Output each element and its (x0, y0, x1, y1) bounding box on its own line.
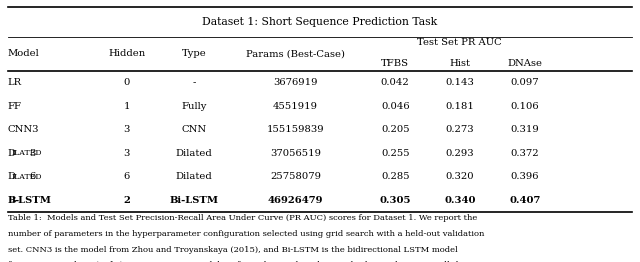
Text: -: - (192, 78, 196, 87)
Text: D: D (8, 172, 15, 181)
Text: 0.320: 0.320 (446, 172, 474, 181)
Text: DNAse: DNAse (508, 59, 542, 68)
Text: ILATED: ILATED (12, 149, 42, 157)
Text: Bi-LSTM: Bi-LSTM (170, 196, 218, 205)
Text: 0.143: 0.143 (445, 78, 475, 87)
Text: number of parameters in the hyperparameter configuration selected using grid sea: number of parameters in the hyperparamet… (8, 230, 484, 238)
Text: 6: 6 (124, 172, 130, 181)
Text: 2: 2 (124, 196, 130, 205)
Text: Dataset 1: Short Sequence Prediction Task: Dataset 1: Short Sequence Prediction Tas… (202, 17, 438, 27)
Text: 0.097: 0.097 (511, 78, 539, 87)
Text: 0.319: 0.319 (511, 125, 539, 134)
Text: 0.285: 0.285 (381, 172, 410, 181)
Text: Params (Best-Case): Params (Best-Case) (246, 49, 345, 58)
Text: FF: FF (8, 102, 22, 111)
Text: 46926479: 46926479 (268, 196, 323, 205)
Text: Model: Model (8, 49, 40, 58)
Text: D: D (8, 149, 15, 158)
Text: CNN3: CNN3 (8, 125, 39, 134)
Text: 3: 3 (124, 149, 130, 158)
Text: 25758079: 25758079 (270, 172, 321, 181)
Text: Dilated: Dilated (175, 172, 212, 181)
Text: 0.046: 0.046 (381, 102, 410, 111)
Text: 155159839: 155159839 (266, 125, 324, 134)
Text: 0.396: 0.396 (511, 172, 539, 181)
Text: 6: 6 (29, 172, 36, 181)
Text: 0.293: 0.293 (446, 149, 474, 158)
Text: set. CNN3 is the model from Zhou and Troyanskaya (2015), and Bi-LSTM is the bidi: set. CNN3 is the model from Zhou and Tro… (8, 246, 458, 254)
Text: 3676919: 3676919 (273, 78, 317, 87)
Text: Type: Type (182, 49, 206, 58)
Text: Fully: Fully (181, 102, 207, 111)
Text: 4551919: 4551919 (273, 102, 318, 111)
Text: B: B (8, 196, 16, 205)
Text: 0.340: 0.340 (444, 196, 476, 205)
Text: 0.273: 0.273 (446, 125, 474, 134)
Text: CNN: CNN (181, 125, 207, 134)
Text: from Quang and Xie (2016). Our DɪLATED6 model performs better than the standard : from Quang and Xie (2016). Our DɪLATED6 … (8, 261, 474, 262)
Text: 3: 3 (124, 125, 130, 134)
Text: 0.106: 0.106 (511, 102, 539, 111)
Text: Dilated: Dilated (175, 149, 212, 158)
Text: Test Set PR AUC: Test Set PR AUC (417, 38, 502, 47)
Text: 1: 1 (124, 102, 130, 111)
Text: 0.305: 0.305 (380, 196, 411, 205)
Text: 0.372: 0.372 (511, 149, 539, 158)
Text: ILATED: ILATED (12, 173, 42, 181)
Text: TFBS: TFBS (381, 59, 409, 68)
Text: 0.042: 0.042 (381, 78, 410, 87)
Text: -LSTM: -LSTM (15, 196, 51, 205)
Text: 37056519: 37056519 (270, 149, 321, 158)
Text: 0.205: 0.205 (381, 125, 410, 134)
Text: Hist: Hist (450, 59, 470, 68)
Text: 0: 0 (124, 78, 130, 87)
Text: Table 1:  Models and Test Set Precision-Recall Area Under Curve (PR AUC) scores : Table 1: Models and Test Set Precision-R… (8, 214, 477, 222)
Text: 0.181: 0.181 (445, 102, 475, 111)
Text: I: I (12, 196, 15, 204)
Text: 3: 3 (29, 149, 36, 158)
Text: Hidden: Hidden (108, 49, 145, 58)
Text: 0.407: 0.407 (509, 196, 541, 205)
Text: LR: LR (8, 78, 22, 87)
Text: 0.255: 0.255 (381, 149, 410, 158)
